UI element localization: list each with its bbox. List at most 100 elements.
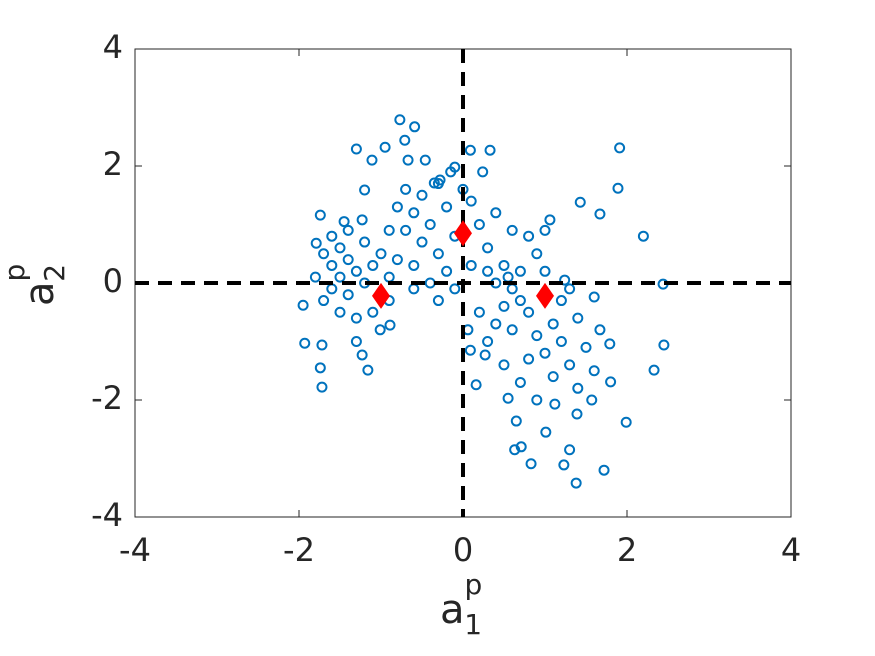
scatter-point [465, 259, 477, 271]
scatter-point [555, 295, 567, 307]
scatter-point [594, 208, 606, 220]
y-tick-label: -4 [91, 496, 123, 534]
scatter-point [359, 236, 371, 248]
scatter-point [490, 207, 502, 219]
scatter-point [432, 248, 444, 260]
scatter-point [391, 201, 403, 213]
scatter-point [384, 319, 396, 331]
scatter-point [408, 259, 420, 271]
scatter-point [334, 271, 346, 283]
scatter-point [416, 189, 428, 201]
scatter-point [409, 121, 421, 133]
scatter-point [506, 224, 518, 236]
scatter-point [334, 242, 346, 254]
y-tick-label: 4 [103, 28, 123, 66]
scatter-point [612, 182, 624, 194]
scatter-point [658, 339, 670, 351]
y-label-base: a [17, 281, 63, 306]
scatter-point [479, 349, 491, 361]
scatter-point [605, 376, 617, 388]
scatter-point [514, 265, 526, 277]
scatter-point [490, 318, 502, 330]
scatter-point [375, 248, 387, 260]
scatter-point [525, 458, 537, 470]
y-tick-label: 0 [103, 262, 123, 300]
scatter-point [464, 144, 476, 156]
scatter-point [367, 259, 379, 271]
scatter-point [614, 142, 626, 154]
scatter-point [549, 398, 561, 410]
scatter-point [400, 183, 412, 195]
scatter-point [419, 154, 431, 166]
scatter-point [580, 341, 592, 353]
scatter-point [484, 144, 496, 156]
scatter-point [342, 289, 354, 301]
x-tick-label: 4 [781, 531, 801, 569]
scatter-point [424, 219, 436, 230]
scatter-point [470, 379, 482, 391]
scatter-point [318, 248, 330, 260]
scatter-point [350, 265, 362, 277]
scatter-point [620, 416, 632, 428]
y-tick-label: -2 [91, 379, 123, 417]
scatter-point [408, 207, 420, 219]
scatter-point [367, 306, 379, 318]
diamond-point [536, 282, 554, 309]
scatter-point [482, 242, 494, 254]
scatter-point [416, 236, 428, 248]
scatter-point [441, 201, 453, 213]
scatter-point [445, 166, 457, 178]
scatter-point [441, 265, 453, 277]
scatter-point [514, 295, 526, 307]
scatter-point [559, 274, 571, 286]
x-tick-label: -2 [283, 531, 315, 569]
scatter-point [350, 312, 362, 324]
scatter-point [564, 359, 576, 371]
scatter-point [637, 230, 649, 242]
scatter-point [648, 364, 660, 376]
scatter-point [509, 444, 521, 456]
scatter-point [515, 441, 527, 453]
scatter-point [362, 364, 374, 376]
diamond-point [372, 282, 390, 309]
scatter-point [588, 291, 600, 303]
scatter-point [299, 337, 311, 349]
scatter-point [432, 295, 444, 307]
x-tick-label: 0 [453, 531, 473, 569]
scatter-point [482, 265, 494, 277]
scatter-point [356, 349, 368, 361]
scatter-point [316, 339, 328, 351]
scatter-point [570, 477, 582, 489]
scatter-point [473, 219, 485, 230]
scatter-point [334, 306, 346, 318]
scatter-point [531, 394, 543, 406]
scatter-point [498, 259, 510, 271]
scatter-point [531, 248, 543, 260]
scatter-point [350, 336, 362, 347]
scatter-point [594, 324, 606, 336]
scatter-point [338, 216, 350, 228]
y-axis-label: ap 2 [0, 264, 71, 306]
scatter-point [391, 254, 403, 266]
y-tick-label: 2 [103, 145, 123, 183]
scatter-point [316, 381, 328, 393]
y-label-sub: 2 [38, 264, 71, 282]
diamond-point [454, 220, 472, 247]
scatter-point [547, 371, 559, 383]
scatter-point [572, 382, 584, 394]
scatter-point [544, 214, 556, 226]
scatter-point [506, 324, 518, 336]
scatter-point [342, 254, 354, 266]
scatter-point [539, 347, 551, 359]
scatter-point [356, 214, 368, 226]
scatter-point [428, 177, 440, 189]
scatter-point [574, 196, 586, 208]
x-label-base: a [440, 587, 465, 633]
scatter-point [297, 299, 309, 311]
scatter-point [540, 426, 552, 438]
scatter-point [473, 306, 485, 318]
scatter-point [539, 224, 551, 236]
scatter-point [366, 154, 378, 166]
scatter-point [310, 237, 322, 249]
